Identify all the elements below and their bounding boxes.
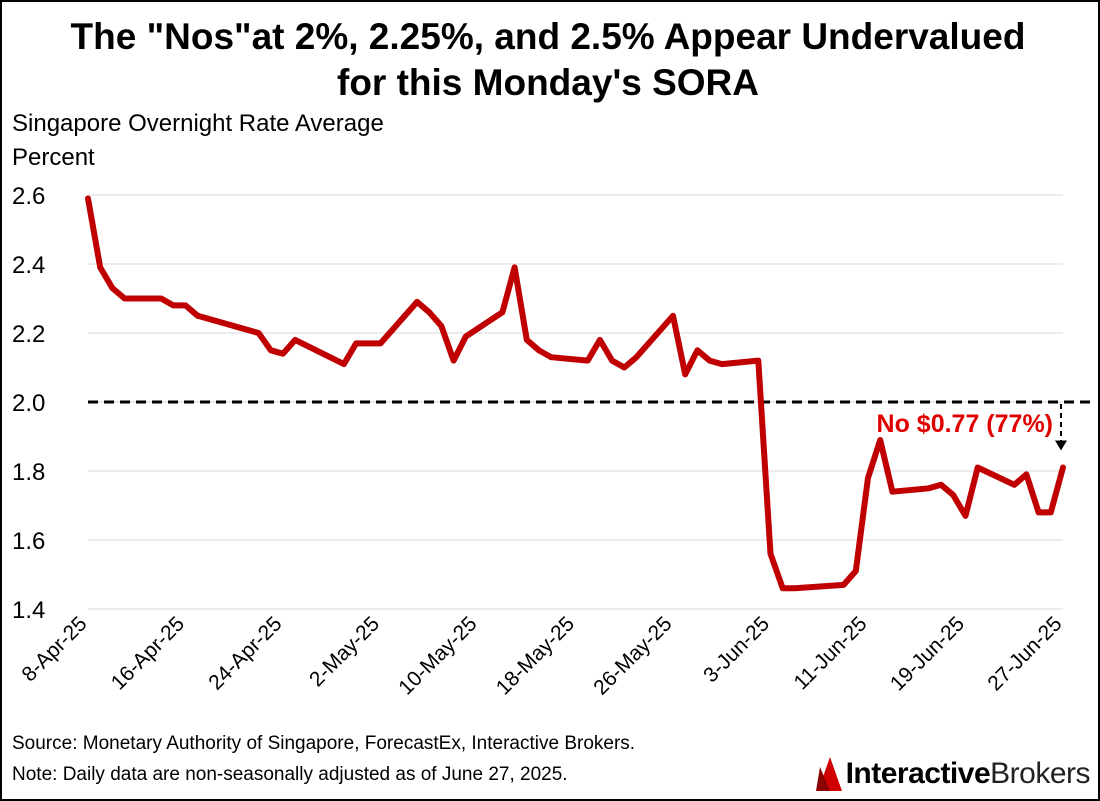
data-point — [1048, 510, 1053, 515]
interactive-brokers-logo: Interactive Brokers — [815, 755, 1090, 793]
x-tick-label: 27-Jun-25 — [983, 612, 1066, 695]
data-point — [1012, 482, 1017, 487]
data-point — [354, 341, 359, 346]
y-tick-label: 2.0 — [12, 390, 45, 417]
data-point — [683, 372, 688, 377]
title-line-1: The "Nos"at 2%, 2.25%, and 2.5% Appear U… — [70, 16, 1026, 57]
annotation-arrow-head — [1055, 440, 1067, 451]
ib-logo-icon — [815, 757, 842, 791]
data-point — [634, 355, 639, 360]
y-tick-label: 2.2 — [12, 321, 45, 348]
data-point — [512, 265, 517, 270]
data-point — [756, 358, 761, 363]
data-point — [195, 313, 200, 318]
x-tick-label: 3-Jun-25 — [699, 612, 774, 687]
data-point — [707, 358, 712, 363]
y-axis-label-line-1: Singapore Overnight Rate Average — [12, 110, 384, 137]
y-axis-label-line-2: Percent — [12, 144, 95, 171]
y-tick-label: 1.6 — [12, 528, 45, 555]
data-point — [610, 358, 615, 363]
data-point — [122, 296, 127, 301]
data-point — [98, 265, 103, 270]
x-tick-label: 2-May-25 — [305, 612, 384, 691]
data-point — [963, 513, 968, 518]
series-line-sora — [85, 195, 1066, 592]
data-point — [427, 310, 432, 315]
data-point — [439, 324, 444, 329]
data-point — [536, 348, 541, 353]
annotation: No $0.77 (77%) — [877, 404, 1067, 451]
y-tick-labels: 1.4 1.6 1.8 2.0 2.2 2.4 2.6 — [12, 183, 45, 624]
data-point — [549, 355, 554, 360]
data-point — [1036, 510, 1041, 515]
data-point — [671, 313, 675, 318]
data-point — [695, 348, 700, 353]
data-point — [256, 331, 261, 335]
gridlines — [88, 194, 1063, 610]
data-point — [597, 337, 602, 342]
data-point — [171, 303, 176, 308]
data-point — [159, 296, 164, 301]
data-point — [110, 286, 115, 291]
logo-text-interactive: Interactive — [845, 757, 991, 790]
data-point — [293, 337, 298, 342]
data-point — [86, 196, 90, 201]
data-point — [524, 337, 529, 342]
data-point — [1024, 472, 1029, 477]
data-point — [500, 310, 505, 315]
x-tick-label: 26-May-25 — [589, 612, 676, 699]
data-point — [415, 299, 420, 304]
data-point — [768, 551, 773, 556]
data-point — [853, 569, 858, 574]
data-note: Note: Daily data are non-seasonally adju… — [12, 764, 568, 785]
data-point — [451, 358, 456, 363]
data-point — [926, 486, 931, 491]
x-tick-label: 18-May-25 — [492, 612, 579, 699]
x-tick-label: 19-Jun-25 — [886, 612, 969, 695]
data-point — [792, 586, 797, 591]
data-point — [878, 437, 883, 442]
x-tick-label: 24-Apr-25 — [204, 612, 286, 694]
chart-title: The "Nos"at 2%, 2.25%, and 2.5% Appear U… — [0, 14, 1096, 106]
data-point — [585, 358, 590, 363]
data-point — [183, 303, 188, 308]
data-point — [1061, 465, 1065, 470]
series-points — [86, 196, 1065, 591]
data-point — [890, 489, 895, 494]
title-line-2: for this Monday's SORA — [337, 62, 759, 103]
data-point — [268, 348, 273, 353]
source-note: Source: Monetary Authority of Singapore,… — [12, 733, 636, 754]
data-point — [866, 475, 870, 480]
logo-text-brokers: Brokers — [990, 757, 1090, 790]
data-point — [975, 465, 980, 470]
x-tick-label: 16-Apr-25 — [107, 612, 189, 694]
data-point — [341, 362, 346, 367]
annotation-label: No $0.77 (77%) — [877, 410, 1053, 438]
y-tick-label: 1.4 — [12, 597, 45, 624]
y-tick-label: 2.6 — [12, 183, 45, 210]
x-tick-label: 10-May-25 — [394, 612, 481, 699]
data-point — [951, 493, 956, 498]
x-tick-label: 11-Jun-25 — [790, 612, 872, 694]
data-point — [841, 582, 846, 587]
data-point — [780, 586, 785, 591]
data-point — [622, 365, 627, 370]
y-tick-label: 1.8 — [12, 459, 45, 486]
data-point — [378, 341, 383, 346]
x-tick-labels: 8-Apr-25 16-Apr-25 24-Apr-25 2-May-25 10-May… — [17, 612, 1066, 699]
data-point — [281, 351, 285, 356]
y-tick-label: 2.4 — [12, 252, 45, 279]
data-point — [939, 482, 944, 487]
data-point — [463, 334, 468, 339]
data-point — [719, 362, 724, 367]
